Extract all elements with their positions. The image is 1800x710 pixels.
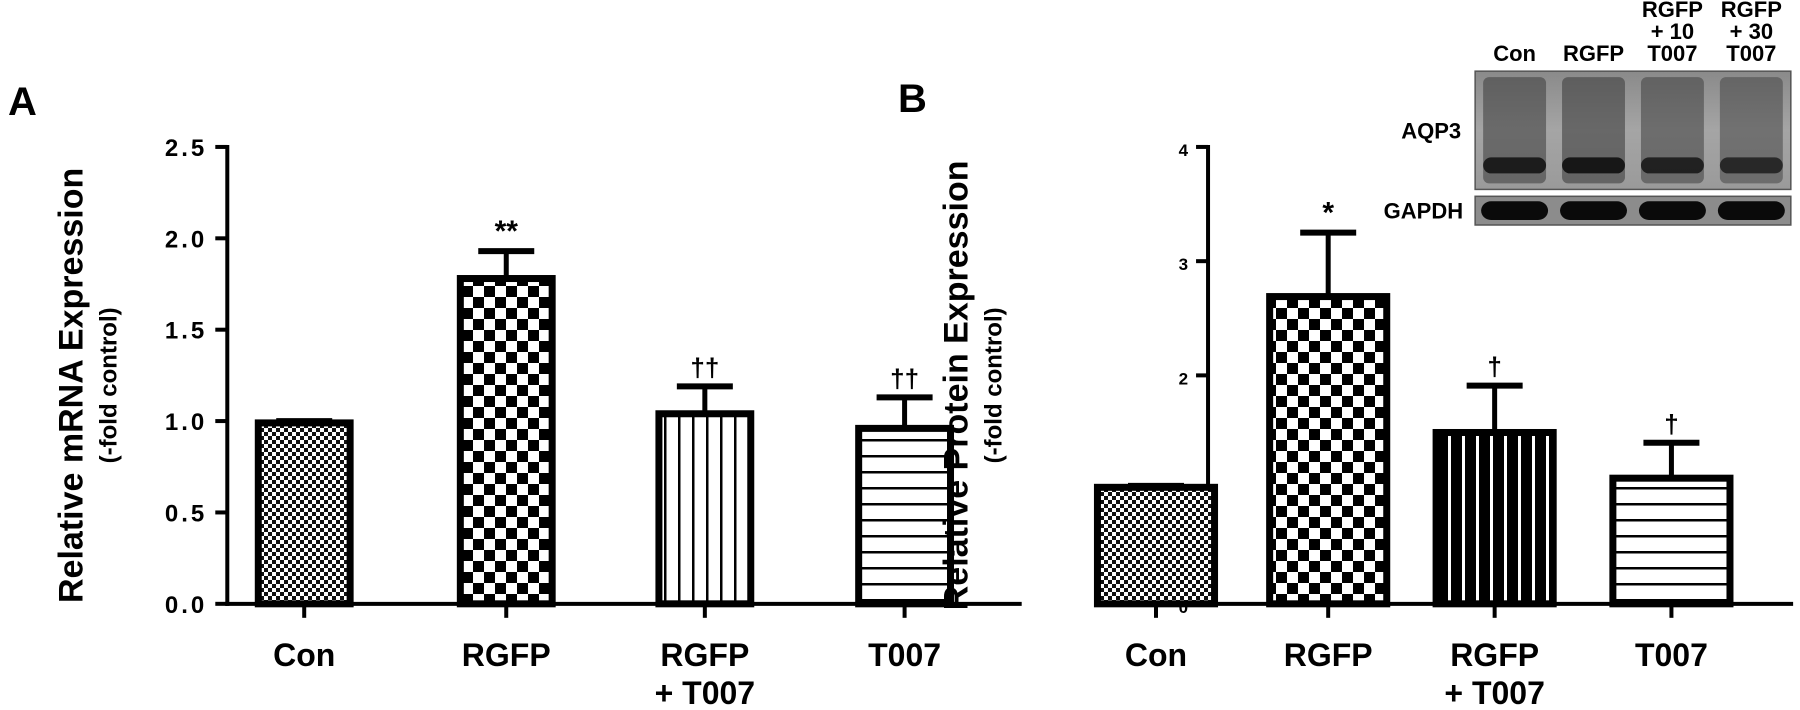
bar-rect — [855, 424, 955, 608]
bar-rect — [1432, 428, 1557, 608]
blot-lane-smear — [1483, 77, 1547, 184]
bar-t007: † — [1609, 409, 1734, 608]
y-tick-label: 2.0 — [165, 226, 207, 253]
x-tick-label: RGFP — [1450, 637, 1539, 673]
blot-band-aqp3 — [1562, 157, 1625, 174]
blot-lane-label: T007 — [1726, 41, 1776, 66]
blot-lane-smear — [1719, 77, 1783, 184]
bar-con — [254, 418, 354, 608]
blot-lane-smear — [1640, 77, 1704, 184]
blot-lane-label: + 10 — [1651, 19, 1694, 44]
bar-rect — [254, 419, 354, 608]
x-tick-label: Con — [273, 637, 335, 673]
y-tick-label: 0.5 — [165, 500, 207, 527]
bar-rgfp-t007: † — [1432, 352, 1557, 608]
bar-rect — [456, 275, 556, 608]
x-tick-label: Con — [1125, 637, 1187, 673]
bar-con — [1093, 482, 1219, 608]
panel-letter-a: A — [8, 80, 37, 124]
blot-lane-label: Con — [1493, 41, 1536, 66]
bar-rgfp: * — [1266, 197, 1391, 608]
blot-lane-smear — [1562, 77, 1625, 184]
blot-lane-label: RGFP — [1721, 0, 1782, 22]
y-axis-subtitle: (-fold control) — [96, 307, 123, 463]
x-tick-label: T007 — [868, 637, 941, 673]
blot-band-gapdh — [1638, 201, 1706, 220]
blot-lane-label: + 30 — [1730, 19, 1773, 44]
y-axis-subtitle: (-fold control) — [981, 307, 1008, 463]
bar-rect — [1266, 293, 1391, 608]
blot-band-gapdh — [1481, 201, 1549, 220]
x-tick-label: + T007 — [1444, 675, 1545, 710]
x-tick-label: T007 — [1635, 637, 1708, 673]
chart-b-protein: Relative Protein Expression (-fold contro… — [938, 141, 1794, 710]
y-tick-label: 1.0 — [165, 409, 207, 436]
bar-t007: †† — [855, 363, 955, 608]
blot-band-gapdh — [1717, 201, 1785, 220]
blot-band-aqp3 — [1719, 157, 1783, 174]
y-axis-title: Relative Protein Expression — [938, 161, 976, 611]
blot-lane-label: RGFP — [1563, 41, 1624, 66]
bar-rect — [1609, 474, 1734, 608]
chart-a-mrna: Relative mRNA Expression (-fold control)0… — [53, 135, 1022, 710]
y-tick-label: 2.5 — [165, 135, 207, 162]
panel-letter-b: B — [898, 77, 927, 121]
bar-rgfp-t007: †† — [655, 352, 755, 608]
bar-rect — [1093, 483, 1219, 608]
significance-marker: † — [1487, 352, 1501, 382]
significance-marker: * — [1322, 197, 1334, 230]
significance-marker: †† — [890, 363, 919, 393]
blot-lane-label: T007 — [1647, 41, 1697, 66]
y-tick-label: 3 — [1179, 255, 1188, 274]
significance-marker: †† — [690, 352, 719, 382]
x-tick-label: RGFP — [462, 637, 551, 673]
y-tick-label: 2 — [1179, 369, 1188, 388]
blot-band-gapdh — [1560, 201, 1627, 220]
bar-rect — [655, 410, 755, 608]
significance-marker: † — [1664, 409, 1678, 439]
x-tick-label: RGFP — [660, 637, 749, 673]
y-tick-label: 0.0 — [165, 592, 207, 619]
blot-row-label-gapdh: GAPDH — [1384, 199, 1463, 224]
blot-lane-label: RGFP — [1642, 0, 1703, 22]
x-tick-label: + T007 — [655, 675, 756, 710]
bar-rgfp: ** — [456, 215, 556, 608]
y-tick-label: 1.5 — [165, 318, 207, 345]
significance-marker: ** — [495, 215, 519, 248]
blot-row-label-aqp3: AQP3 — [1401, 118, 1461, 143]
blot-band-aqp3 — [1640, 157, 1704, 174]
y-tick-label: 4 — [1179, 141, 1189, 160]
x-tick-label: RGFP — [1284, 637, 1373, 673]
blot-band-aqp3 — [1483, 157, 1547, 174]
y-axis-title: Relative mRNA Expression — [53, 168, 91, 603]
